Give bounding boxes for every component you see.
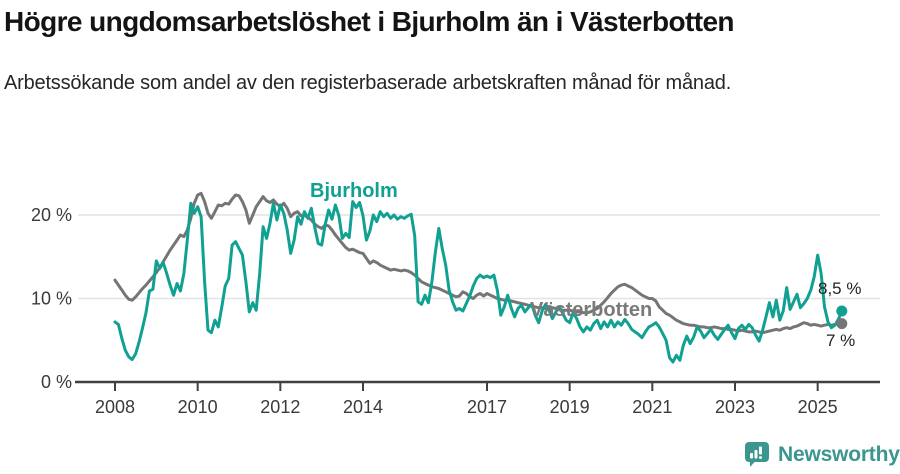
newsworthy-brand-text: Newsworthy (778, 442, 900, 466)
x-tick-label: 2010 (178, 397, 218, 417)
y-tick-label: 10 % (31, 289, 72, 309)
x-tick-label: 2012 (260, 397, 300, 417)
x-tick-label: 2014 (343, 397, 383, 417)
chart-subtitle: Arbetssökande som andel av den registerb… (4, 72, 732, 94)
series-label-bjurholm: Bjurholm (310, 180, 398, 202)
x-tick-label: 2023 (715, 397, 755, 417)
x-tick-label: 2025 (798, 397, 838, 417)
series-line-bjurholm (113, 200, 844, 364)
x-tick-label: 2008 (95, 397, 135, 417)
x-tick-label: 2017 (467, 397, 507, 417)
series-line-västerbotten (113, 191, 844, 335)
end-value-label-vasterbotten: 7 % (826, 331, 856, 350)
y-tick-label: 20 % (31, 205, 72, 225)
series-end-dot-bjurholm (836, 305, 848, 317)
page-title: Högre ungdomsarbetslöshet i Bjurholm än … (4, 6, 735, 37)
x-tick-label: 2021 (632, 397, 672, 417)
x-tick-label: 2019 (550, 397, 590, 417)
y-tick-label: 0 % (41, 372, 72, 392)
series-label-vasterbotten: Västerbotten (530, 299, 653, 321)
newsworthy-logo-icon (744, 441, 770, 468)
end-value-label-bjurholm: 8,5 % (818, 279, 862, 298)
series-end-dot-västerbotten (836, 318, 848, 330)
footer-branding: Newsworthy (744, 441, 900, 468)
